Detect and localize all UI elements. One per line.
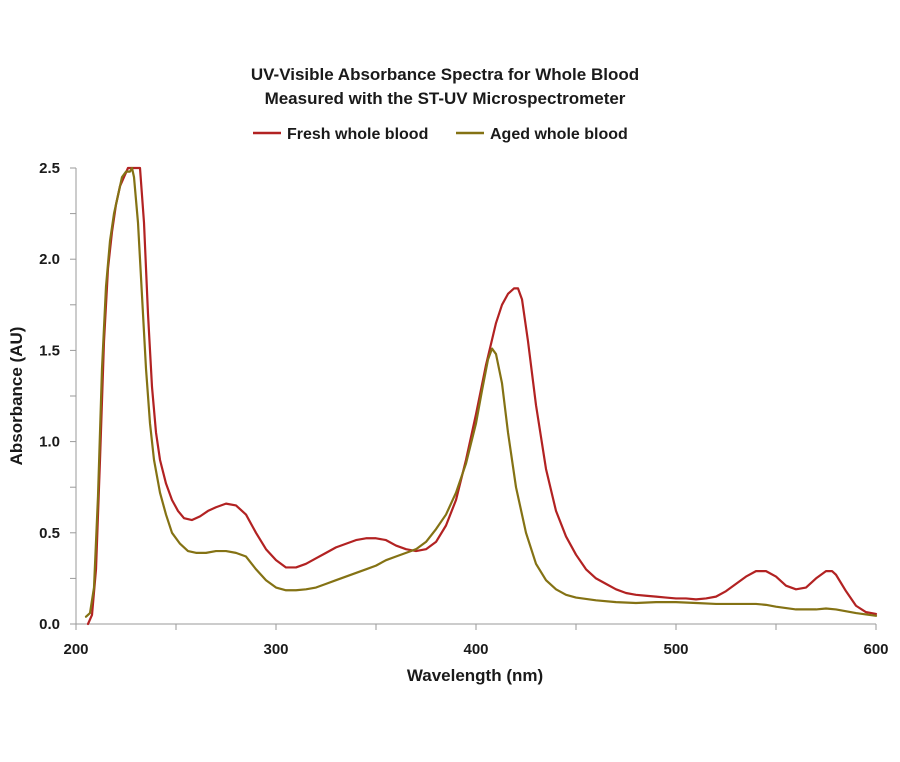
chart-title-line-1: UV-Visible Absorbance Spectra for Whole … [251,65,639,84]
x-tick-label: 200 [63,641,88,658]
y-tick-label: 0.0 [39,616,60,633]
x-tick-label: 400 [463,641,488,658]
y-tick-label: 1.0 [39,434,60,451]
series-line-aged-whole-blood [84,166,878,618]
x-tick-label: 500 [663,641,688,658]
y-axis-title: Absorbance (AU) [7,327,26,466]
series-line-fresh-whole-blood [86,166,878,626]
chart-title-line-2: Measured with the ST-UV Microspectromete… [265,89,626,108]
y-tick-label: 0.5 [39,525,60,542]
axes [70,167,877,630]
legend-label: Fresh whole blood [287,126,428,143]
x-tick-label: 300 [263,641,288,658]
y-tick-label: 2.5 [39,160,60,177]
y-tick-label: 1.5 [39,342,60,359]
x-axis-title: Wavelength (nm) [407,666,543,685]
x-tick-label: 600 [863,641,888,658]
series-lines [84,166,878,626]
y-tick-label: 2.0 [39,251,60,268]
legend-label: Aged whole blood [490,126,628,143]
tick-labels: 200 300 400 500 600 0.0 0.5 1.0 1.5 2.0 2.5 [39,160,888,658]
legend: Fresh whole blood Aged whole blood [253,126,628,143]
chart-title: UV-Visible Absorbance Spectra for Whole … [251,65,639,108]
